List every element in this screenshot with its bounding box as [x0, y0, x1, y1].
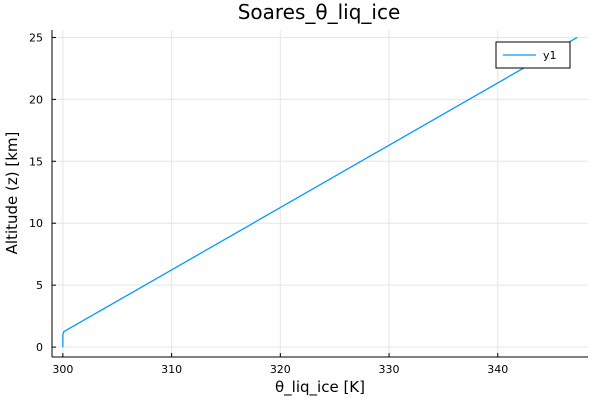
y-axis-title: Altitude (z) [km]	[3, 132, 21, 255]
y-tick-label: 0	[36, 341, 43, 354]
x-tick-label: 310	[161, 363, 182, 376]
y-tick-label: 25	[29, 31, 43, 44]
x-axis-title: θ_liq_ice [K]	[275, 378, 365, 397]
y-tick-labels: 0 5 10 15 20 25	[29, 31, 56, 354]
grid-lines	[52, 30, 588, 357]
y-tick-label: 10	[29, 217, 43, 230]
x-tick-labels: 300 310 320 330 340	[52, 353, 508, 376]
y-tick-label: 20	[29, 93, 43, 106]
axes	[51, 30, 588, 358]
legend-label-y1: y1	[543, 49, 557, 62]
legend: y1	[495, 41, 571, 69]
series-line-y1	[62, 36, 578, 348]
chart-title: Soares_θ_liq_ice	[238, 0, 401, 24]
x-tick-label: 340	[487, 363, 508, 376]
x-tick-label: 330	[379, 363, 400, 376]
y-tick-label: 5	[36, 279, 43, 292]
series-layer	[62, 36, 578, 348]
x-tick-label: 300	[52, 363, 73, 376]
y-tick-label: 15	[29, 155, 43, 168]
x-tick-label: 320	[270, 363, 291, 376]
